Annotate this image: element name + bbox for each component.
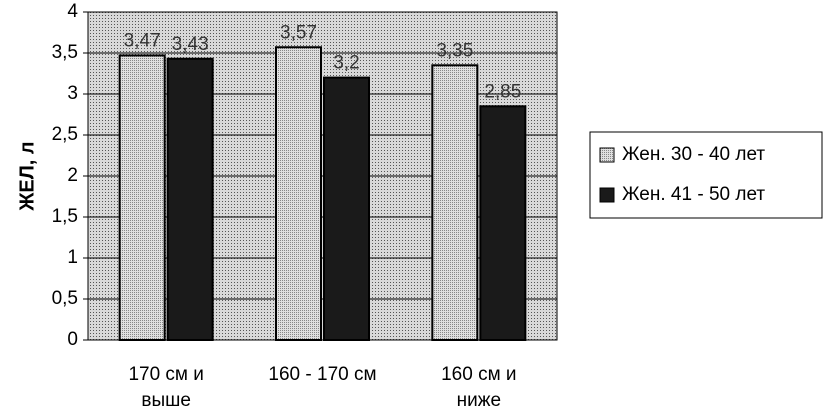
y-axis-label: ЖЕЛ, л (16, 141, 38, 211)
legend-marker (599, 187, 615, 203)
legend-label: Жен. 41 - 50 лет (622, 184, 765, 205)
legend-label: Жен. 30 - 40 лет (622, 144, 765, 165)
bar (431, 64, 479, 342)
value-label: 3,43 (172, 34, 209, 55)
y-tick-label: 2,5 (52, 124, 78, 145)
value-label: 3,2 (333, 53, 359, 74)
value-label: 3,57 (280, 22, 317, 43)
legend (589, 131, 823, 219)
y-tick-label: 1 (67, 247, 78, 268)
value-label: 2,85 (484, 81, 521, 102)
y-tick-label: 3,5 (52, 42, 78, 63)
x-tick-label: 160 - 170 см (268, 364, 377, 385)
x-tick-label: 160 см и ниже (441, 364, 517, 411)
y-tick-label: 3 (67, 83, 78, 104)
bar (166, 57, 214, 342)
bar (323, 76, 370, 341)
legend-marker (599, 147, 615, 163)
y-tick-label: 4 (67, 1, 78, 22)
value-label: 3,47 (124, 30, 161, 51)
x-tick-label: 170 см и выше (128, 364, 204, 411)
y-tick-label: 1,5 (52, 206, 78, 227)
y-tick-label: 0 (67, 329, 78, 350)
y-tick-label: 0,5 (52, 288, 78, 309)
bar (118, 54, 166, 342)
y-tick-label: 2 (67, 165, 78, 186)
value-label: 3,35 (436, 40, 473, 61)
bar (275, 46, 322, 341)
bar (479, 105, 527, 341)
